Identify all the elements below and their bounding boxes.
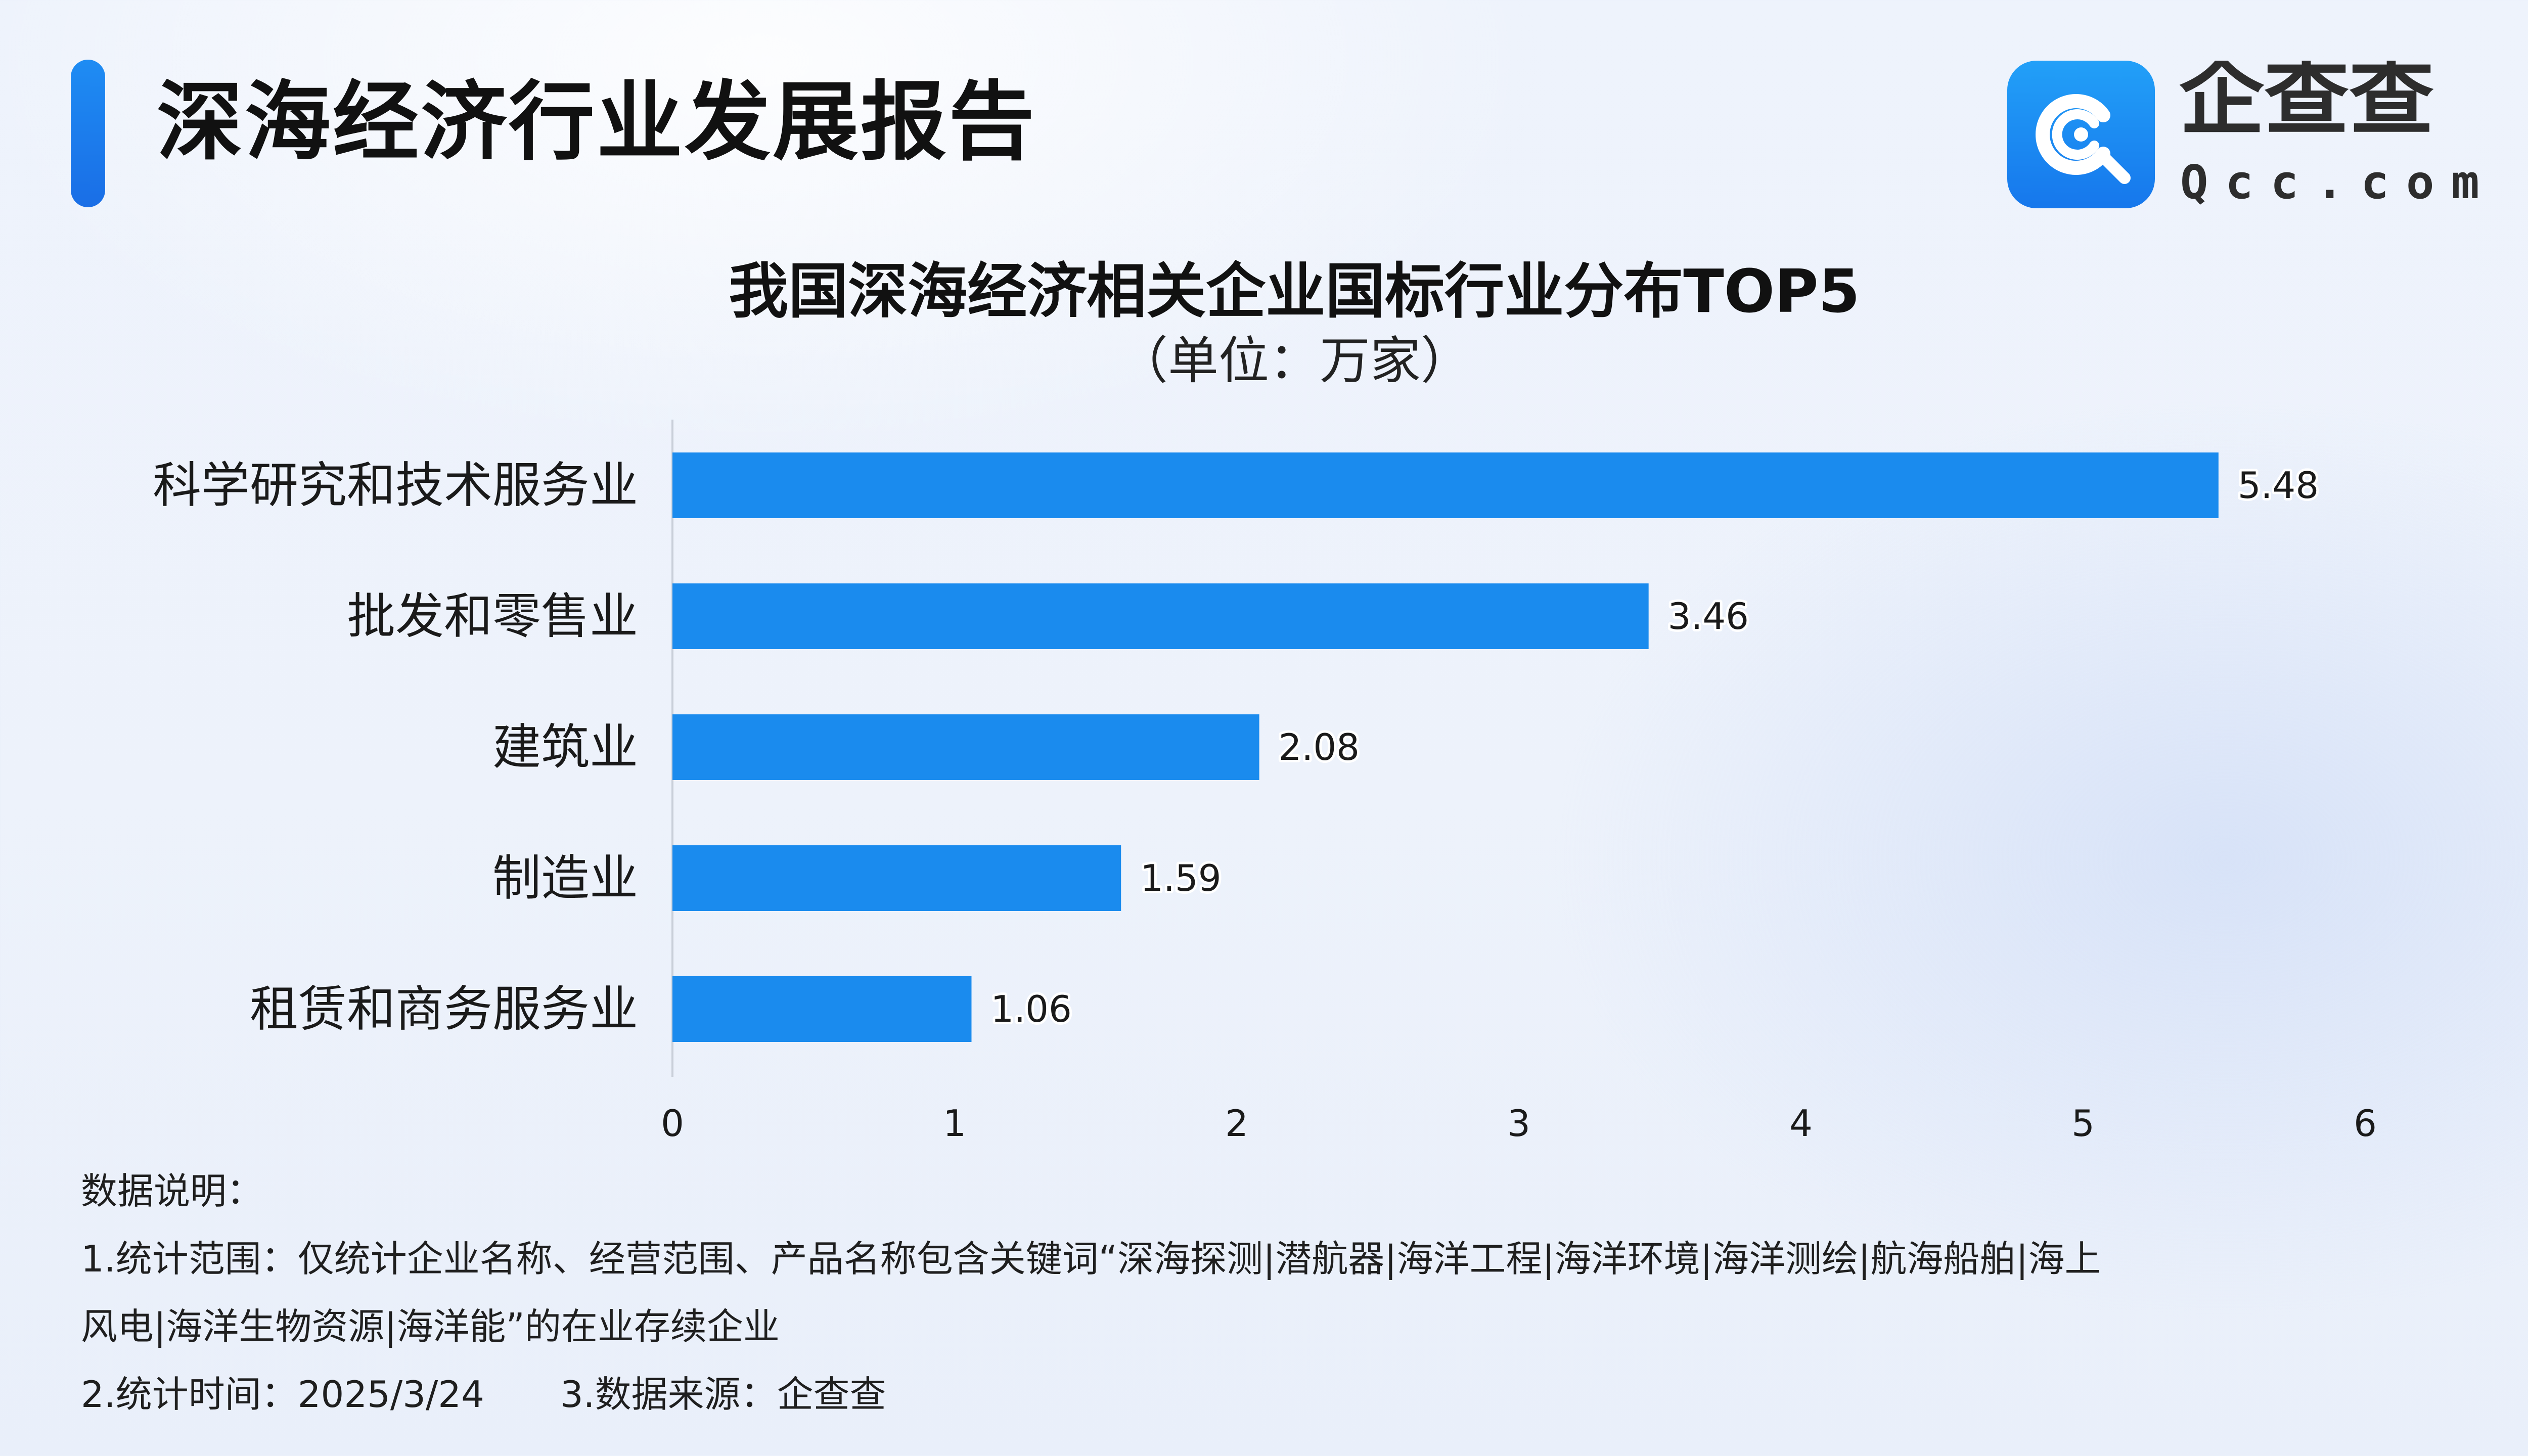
value-label-1: 5.48 — [2238, 464, 2319, 507]
data-notes: 数据说明： 1.统计范围：仅统计企业名称、经营范围、产品名称包含关键词“深海探测… — [81, 1168, 2255, 1439]
bar-4 — [672, 845, 1121, 911]
x-tick-label-4: 4 — [1789, 1102, 1813, 1145]
value-label-4: 1.59 — [1140, 857, 1221, 899]
category-label-3: 建筑业 — [492, 719, 638, 776]
category-label-4: 制造业 — [492, 850, 638, 906]
bar-5 — [672, 976, 972, 1042]
qcc-logo: 企查查 Qcc.com — [2007, 61, 2497, 209]
notes-source: 3.数据来源：企查查 — [560, 1373, 886, 1416]
x-tick-label-5: 5 — [2071, 1102, 2095, 1145]
notes-footer: 2.统计时间：2025/3/24 3.数据来源：企查查 — [81, 1371, 2255, 1439]
x-tick-label-0: 0 — [661, 1102, 684, 1145]
notes-scope-line-1: 1.统计范围：仅统计企业名称、经营范围、产品名称包含关键词“深海探测|潜航器|海… — [81, 1238, 2101, 1280]
bar-1 — [672, 452, 2219, 518]
logo-name: 企查查 — [2179, 61, 2434, 147]
x-tick-label-1: 1 — [943, 1102, 966, 1145]
category-label-1: 科学研究和技术服务业 — [153, 457, 638, 514]
title-accent-bar — [71, 60, 105, 207]
category-label-2: 批发和零售业 — [347, 588, 638, 645]
category-label-5: 租赁和商务服务业 — [250, 981, 638, 1037]
value-label-5: 1.06 — [990, 988, 1071, 1030]
qcc-logo-icon — [2007, 61, 2155, 208]
value-label-3: 2.08 — [1279, 726, 1360, 768]
logo-domain: Qcc.com — [2180, 155, 2497, 209]
x-tick-label-6: 6 — [2354, 1102, 2377, 1145]
value-label-2: 3.46 — [1668, 595, 1749, 638]
bar-3 — [672, 714, 1259, 780]
notes-heading: 数据说明： — [81, 1170, 263, 1212]
x-tick-label-2: 2 — [1225, 1102, 1248, 1145]
x-tick-label-3: 3 — [1507, 1102, 1530, 1145]
notes-scope-line-2: 风电|海洋生物资源|海洋能”的在业存续企业 — [81, 1305, 780, 1348]
report-title: 深海经济行业发展报告 — [157, 72, 1037, 172]
notes-time: 2.统计时间：2025/3/24 — [81, 1373, 484, 1416]
chart-title: 我国深海经济相关企业国标行业分布TOP5 — [729, 256, 1860, 326]
bar-2 — [672, 583, 1649, 649]
chart-subtitle: （单位：万家） — [1117, 331, 1471, 390]
